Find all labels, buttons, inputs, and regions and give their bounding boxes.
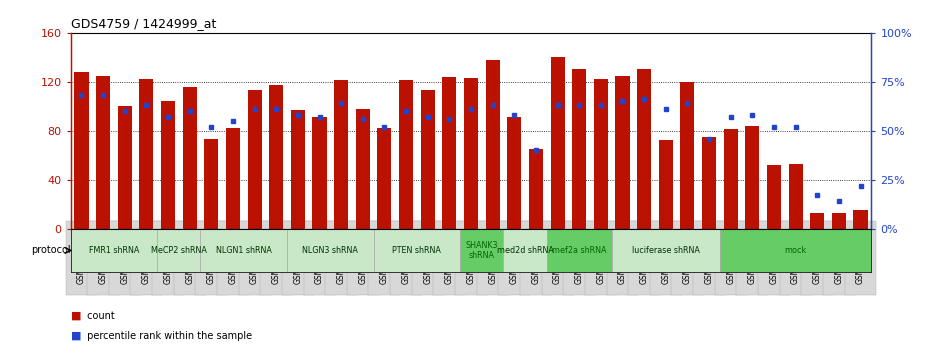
- Bar: [226, 128, 240, 229]
- Text: protocol: protocol: [31, 245, 71, 256]
- Bar: [658, 140, 673, 229]
- Bar: [486, 60, 499, 229]
- Bar: [399, 81, 414, 229]
- Bar: [723, 130, 738, 229]
- Bar: [611, 229, 720, 272]
- Bar: [745, 126, 759, 229]
- Bar: [161, 101, 175, 229]
- Text: PTEN shRNA: PTEN shRNA: [393, 246, 442, 255]
- Bar: [71, 229, 157, 272]
- Bar: [374, 229, 461, 272]
- Bar: [680, 82, 694, 229]
- Text: FMR1 shRNA: FMR1 shRNA: [89, 246, 139, 255]
- Text: mef2a shRNA: mef2a shRNA: [552, 246, 607, 255]
- Bar: [201, 229, 287, 272]
- Bar: [546, 229, 611, 272]
- Bar: [461, 229, 503, 272]
- Bar: [853, 210, 868, 229]
- Bar: [832, 213, 846, 229]
- Text: mock: mock: [785, 246, 806, 255]
- Bar: [702, 137, 716, 229]
- Bar: [287, 229, 374, 272]
- Text: count: count: [84, 311, 115, 321]
- Text: percentile rank within the sample: percentile rank within the sample: [84, 331, 252, 341]
- Bar: [118, 106, 132, 229]
- Bar: [572, 69, 586, 229]
- Bar: [550, 57, 564, 229]
- Bar: [157, 229, 201, 272]
- Text: SHANK3
shRNA: SHANK3 shRNA: [465, 241, 498, 260]
- Text: ■: ■: [71, 331, 81, 341]
- Bar: [421, 90, 435, 229]
- Text: med2d shRNA: med2d shRNA: [496, 246, 554, 255]
- Bar: [767, 165, 781, 229]
- Bar: [720, 229, 871, 272]
- Bar: [74, 72, 89, 229]
- Bar: [593, 79, 608, 229]
- Bar: [443, 77, 456, 229]
- Bar: [183, 87, 197, 229]
- Bar: [378, 128, 392, 229]
- Bar: [528, 149, 543, 229]
- Text: NLGN1 shRNA: NLGN1 shRNA: [216, 246, 271, 255]
- Bar: [248, 90, 262, 229]
- Bar: [313, 117, 327, 229]
- Bar: [788, 164, 803, 229]
- Text: GDS4759 / 1424999_at: GDS4759 / 1424999_at: [71, 17, 216, 30]
- Bar: [503, 229, 546, 272]
- Bar: [139, 79, 154, 229]
- Bar: [615, 76, 629, 229]
- Text: NLGN3 shRNA: NLGN3 shRNA: [302, 246, 358, 255]
- Text: ■: ■: [71, 311, 81, 321]
- Text: luciferase shRNA: luciferase shRNA: [632, 246, 700, 255]
- Bar: [204, 139, 219, 229]
- Bar: [810, 213, 824, 229]
- Bar: [334, 81, 349, 229]
- Bar: [637, 69, 651, 229]
- Bar: [464, 78, 478, 229]
- Bar: [291, 110, 305, 229]
- Text: MeCP2 shRNA: MeCP2 shRNA: [151, 246, 207, 255]
- Bar: [96, 76, 110, 229]
- Bar: [269, 85, 284, 229]
- Bar: [507, 117, 521, 229]
- Bar: [356, 109, 370, 229]
